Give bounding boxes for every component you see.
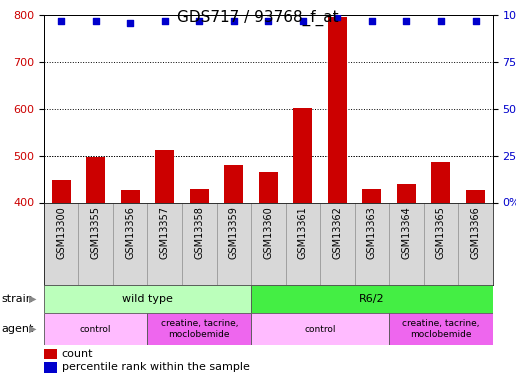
- Point: [333, 14, 342, 20]
- Bar: [121, 190, 140, 202]
- Text: GSM13366: GSM13366: [471, 206, 480, 258]
- Bar: [251, 285, 493, 313]
- Bar: [148, 202, 182, 285]
- Point: [230, 18, 238, 24]
- Bar: [251, 202, 285, 285]
- Text: GSM13360: GSM13360: [263, 206, 273, 258]
- Bar: [397, 184, 416, 203]
- Text: strain: strain: [2, 294, 34, 304]
- Bar: [285, 202, 320, 285]
- Text: GSM13300: GSM13300: [56, 206, 66, 258]
- Text: creatine, tacrine,
moclobemide: creatine, tacrine, moclobemide: [160, 319, 238, 339]
- Bar: [458, 202, 493, 285]
- Bar: [424, 202, 458, 285]
- Bar: [466, 190, 485, 202]
- Text: GSM13361: GSM13361: [298, 206, 308, 258]
- Text: GSM13365: GSM13365: [436, 206, 446, 259]
- Text: wild type: wild type: [122, 294, 173, 304]
- Text: GSM13363: GSM13363: [367, 206, 377, 258]
- Point: [368, 18, 376, 24]
- Bar: [224, 165, 243, 202]
- Bar: [389, 202, 424, 285]
- Text: ▶: ▶: [29, 324, 36, 334]
- Bar: [52, 180, 71, 203]
- Bar: [44, 313, 148, 345]
- Bar: [44, 285, 251, 313]
- Text: ▶: ▶: [29, 294, 36, 304]
- Bar: [44, 202, 78, 285]
- Text: control: control: [80, 324, 111, 334]
- Bar: [354, 202, 389, 285]
- Bar: [320, 202, 354, 285]
- Text: GSM13356: GSM13356: [125, 206, 135, 259]
- Text: GSM13357: GSM13357: [160, 206, 170, 259]
- Bar: [431, 162, 450, 202]
- Bar: [113, 202, 148, 285]
- Text: GSM13362: GSM13362: [332, 206, 343, 259]
- Bar: [389, 313, 493, 345]
- Bar: [259, 172, 278, 202]
- Text: GSM13359: GSM13359: [229, 206, 239, 259]
- Bar: [217, 202, 251, 285]
- Text: percentile rank within the sample: percentile rank within the sample: [62, 362, 250, 372]
- Bar: [190, 189, 209, 202]
- Text: GSM13355: GSM13355: [91, 206, 101, 259]
- Bar: [86, 157, 105, 203]
- Text: GSM13358: GSM13358: [194, 206, 204, 259]
- Text: agent: agent: [2, 324, 34, 334]
- Bar: [328, 17, 347, 203]
- Bar: [44, 349, 57, 359]
- Bar: [362, 189, 381, 202]
- Point: [437, 18, 445, 24]
- Point: [472, 18, 480, 24]
- Bar: [182, 202, 217, 285]
- Point: [91, 18, 100, 24]
- Bar: [251, 313, 389, 345]
- Text: creatine, tacrine,
moclobemide: creatine, tacrine, moclobemide: [402, 319, 480, 339]
- Point: [264, 18, 272, 24]
- Point: [126, 20, 134, 26]
- Bar: [44, 362, 57, 373]
- Bar: [148, 313, 251, 345]
- Text: GDS717 / 93768_f_at: GDS717 / 93768_f_at: [177, 9, 339, 26]
- Point: [160, 18, 169, 24]
- Text: R6/2: R6/2: [359, 294, 385, 304]
- Bar: [294, 108, 312, 202]
- Point: [299, 18, 307, 24]
- Bar: [78, 202, 113, 285]
- Point: [402, 18, 411, 24]
- Bar: [155, 150, 174, 202]
- Text: control: control: [304, 324, 336, 334]
- Text: GSM13364: GSM13364: [401, 206, 411, 258]
- Point: [195, 18, 203, 24]
- Text: count: count: [62, 349, 93, 359]
- Point: [57, 18, 65, 24]
